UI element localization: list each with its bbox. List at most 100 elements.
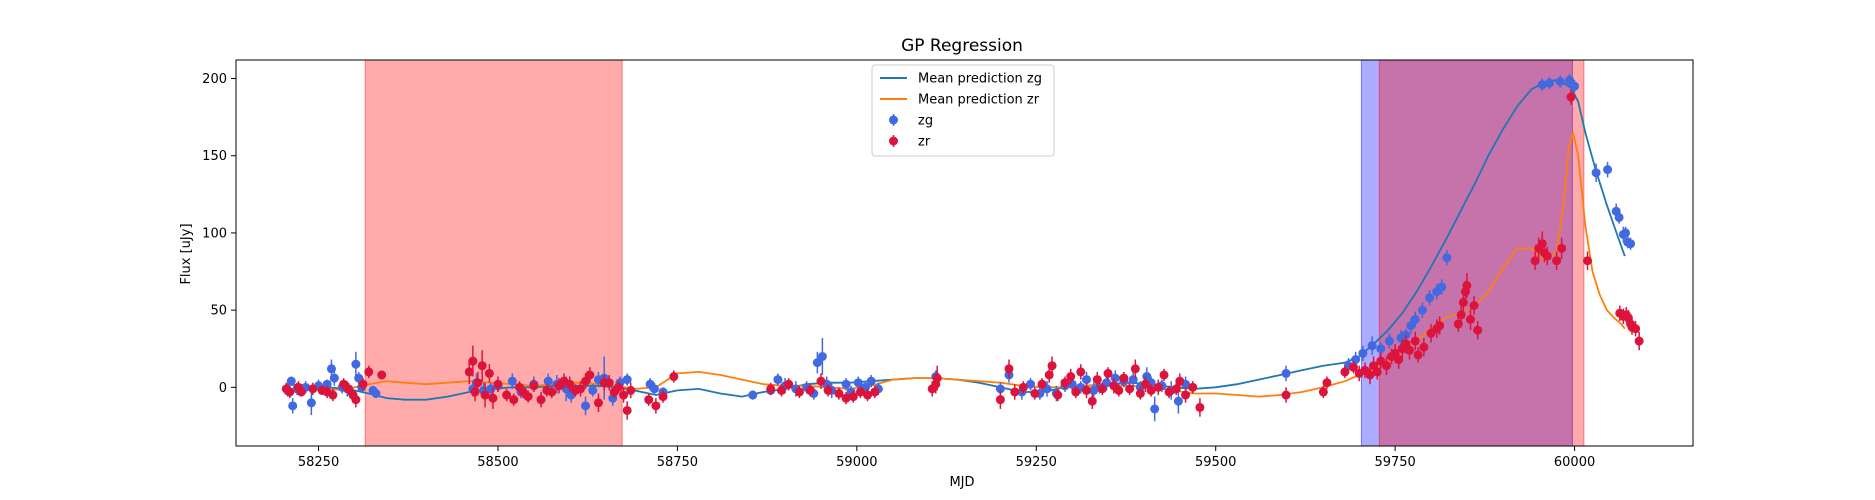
zr-point — [1473, 325, 1483, 335]
zr-point — [1125, 384, 1135, 394]
zr-point — [816, 376, 826, 386]
zr-point — [619, 390, 629, 400]
zg-point — [622, 375, 632, 385]
zg-point — [1537, 80, 1547, 90]
x-tick-label: 59000 — [836, 455, 877, 470]
zg-point — [1603, 165, 1613, 175]
zr-point — [285, 387, 295, 397]
zg-point — [1614, 212, 1624, 222]
zg-point — [649, 384, 659, 394]
legend-label: zr — [918, 135, 931, 150]
y-axis: 0 50 100 150 200 — [202, 72, 236, 396]
zr-point — [473, 378, 483, 388]
zg-point — [288, 401, 298, 411]
zg-point — [543, 376, 553, 386]
zr-point — [1047, 361, 1057, 371]
legend-marker-swatch — [889, 136, 898, 146]
zg-point — [1384, 336, 1394, 346]
zg-point — [995, 384, 1005, 394]
zr-point — [1634, 336, 1644, 346]
zr-point — [364, 367, 374, 377]
zr-point — [477, 361, 487, 371]
zr-point — [1582, 256, 1592, 266]
zg-point — [1544, 78, 1554, 88]
x-tick-label: 58500 — [477, 455, 518, 470]
zr-point — [1410, 336, 1420, 346]
legend-entry-zr: zr — [889, 135, 931, 150]
zg-point — [322, 379, 332, 389]
shaded-span-2 — [1378, 59, 1585, 447]
zr-point — [834, 389, 844, 399]
zg-point — [1358, 348, 1368, 358]
zr-point — [1146, 385, 1156, 395]
zr-point — [1340, 367, 1350, 377]
legend-label: Mean prediction zr — [918, 93, 1040, 108]
zg-point — [1281, 368, 1291, 378]
zr-point — [351, 395, 361, 405]
zg-point — [1410, 314, 1420, 324]
zr-point — [593, 398, 603, 408]
zg-point — [1591, 168, 1601, 178]
zg-point — [773, 375, 783, 385]
zr-point — [1097, 384, 1107, 394]
zr-point — [870, 387, 880, 397]
zr-point — [1557, 243, 1567, 253]
zr-point — [622, 405, 632, 415]
y-axis-label: Flux [uJy] — [179, 223, 194, 284]
zr-point — [1365, 370, 1375, 380]
zr-point — [1318, 387, 1328, 397]
x-tick-label: 59750 — [1374, 455, 1415, 470]
zr-point — [604, 378, 614, 388]
zg-point — [371, 389, 381, 399]
zr-point — [1349, 362, 1359, 372]
zr-point — [932, 373, 942, 383]
y-tick-label: 200 — [202, 72, 227, 87]
zr-point — [1456, 310, 1466, 320]
zr-point — [1004, 364, 1014, 374]
zr-point — [776, 385, 786, 395]
zg-point — [1437, 282, 1447, 292]
zr-point — [468, 356, 478, 366]
zg-point — [1442, 253, 1452, 263]
zr-point — [1053, 390, 1063, 400]
zr-point — [1135, 389, 1145, 399]
zr-point — [547, 387, 557, 397]
zr-point — [1175, 376, 1185, 386]
zr-point — [328, 390, 338, 400]
zg-point — [1565, 75, 1575, 85]
zr-point — [1153, 382, 1163, 392]
zg-point — [1621, 228, 1631, 238]
y-tick-label: 0 — [219, 381, 227, 396]
x-axis-label: MJD — [949, 475, 974, 490]
zr-observations — [281, 89, 1644, 420]
zg-point — [1110, 373, 1120, 383]
zr-point — [493, 379, 503, 389]
zr-point — [626, 385, 636, 395]
zr-point — [1076, 367, 1086, 377]
zr-point — [576, 384, 586, 394]
zg-point — [1417, 305, 1427, 315]
zr-point — [480, 390, 490, 400]
zr-point — [585, 370, 595, 380]
zr-point — [1419, 342, 1429, 352]
x-tick-label: 58250 — [298, 455, 339, 470]
chart-title: GP Regression — [901, 36, 1023, 56]
zr-point — [1188, 382, 1198, 392]
legend-label: Mean prediction zg — [918, 72, 1042, 87]
zr-point — [1010, 387, 1020, 397]
zr-point — [1087, 396, 1097, 406]
zr-point — [1140, 379, 1150, 389]
x-tick-label: 59250 — [1016, 455, 1057, 470]
zr-point — [1119, 373, 1129, 383]
zr-point — [502, 390, 512, 400]
zr-point — [863, 390, 873, 400]
zr-point — [1631, 324, 1641, 334]
zr-point — [1566, 92, 1576, 102]
zg-point — [1626, 239, 1636, 249]
zr-point — [377, 370, 387, 380]
zr-point — [848, 392, 858, 402]
zg-point — [1367, 341, 1377, 351]
zg-point — [748, 390, 758, 400]
shaded-span-0 — [364, 59, 623, 447]
